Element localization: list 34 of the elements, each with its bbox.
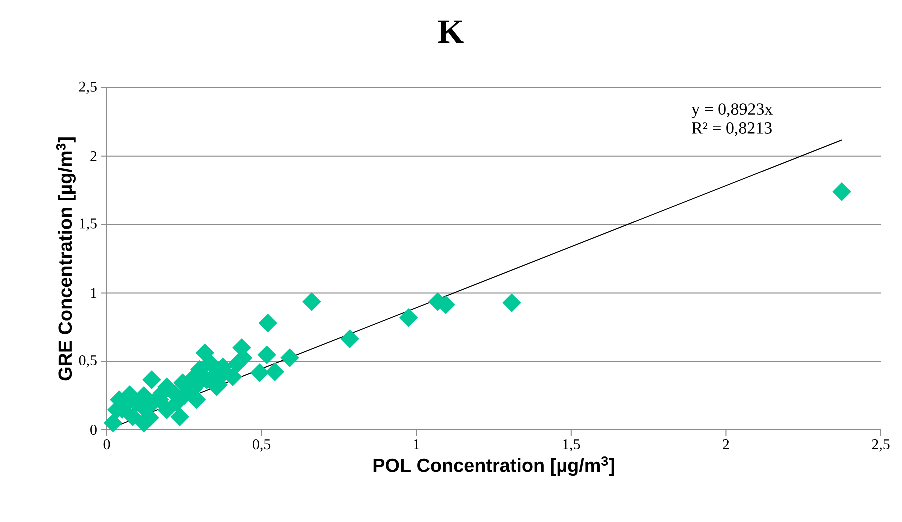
point (200, 354, 220, 372)
chart-title: K (438, 20, 464, 44)
point (280, 348, 300, 368)
x-tick-label: 1,5 (563, 440, 580, 452)
y-tick-label: 2,5 (79, 82, 97, 94)
point (104, 414, 123, 433)
point (832, 182, 852, 202)
y-axis-title: GRE Concentration [µg/m$^{3}$] (56, 138, 76, 381)
x-tick-label: 2 (723, 440, 730, 450)
x-tick-label: 2,5 (872, 440, 890, 452)
point (158, 400, 176, 420)
point (340, 330, 360, 348)
point (187, 390, 206, 410)
y-tick-label: 0,5 (79, 355, 97, 368)
point (258, 314, 278, 333)
point (142, 370, 162, 390)
point (502, 294, 522, 312)
x-axis-title: POL Concentration [µg/m$^{3}$] (374, 456, 614, 476)
point (302, 292, 322, 312)
point (258, 346, 276, 364)
point (124, 408, 142, 426)
point (170, 408, 190, 426)
point (266, 362, 285, 382)
point (250, 364, 270, 382)
point (399, 308, 418, 328)
y-tick-label: 2 (90, 151, 97, 162)
x-tick-label: 1 (414, 440, 420, 450)
x-tick-label: 0,5 (253, 440, 271, 452)
y-tick-label: 1 (91, 288, 97, 298)
annotation: y = 0,8923x (692, 104, 773, 119)
y-tick-label: 0 (90, 424, 97, 436)
y-tick-label: 1,5 (80, 218, 97, 231)
annotation: R² = 0,8213 (692, 122, 772, 136)
x-tick-label: 0 (104, 440, 110, 450)
